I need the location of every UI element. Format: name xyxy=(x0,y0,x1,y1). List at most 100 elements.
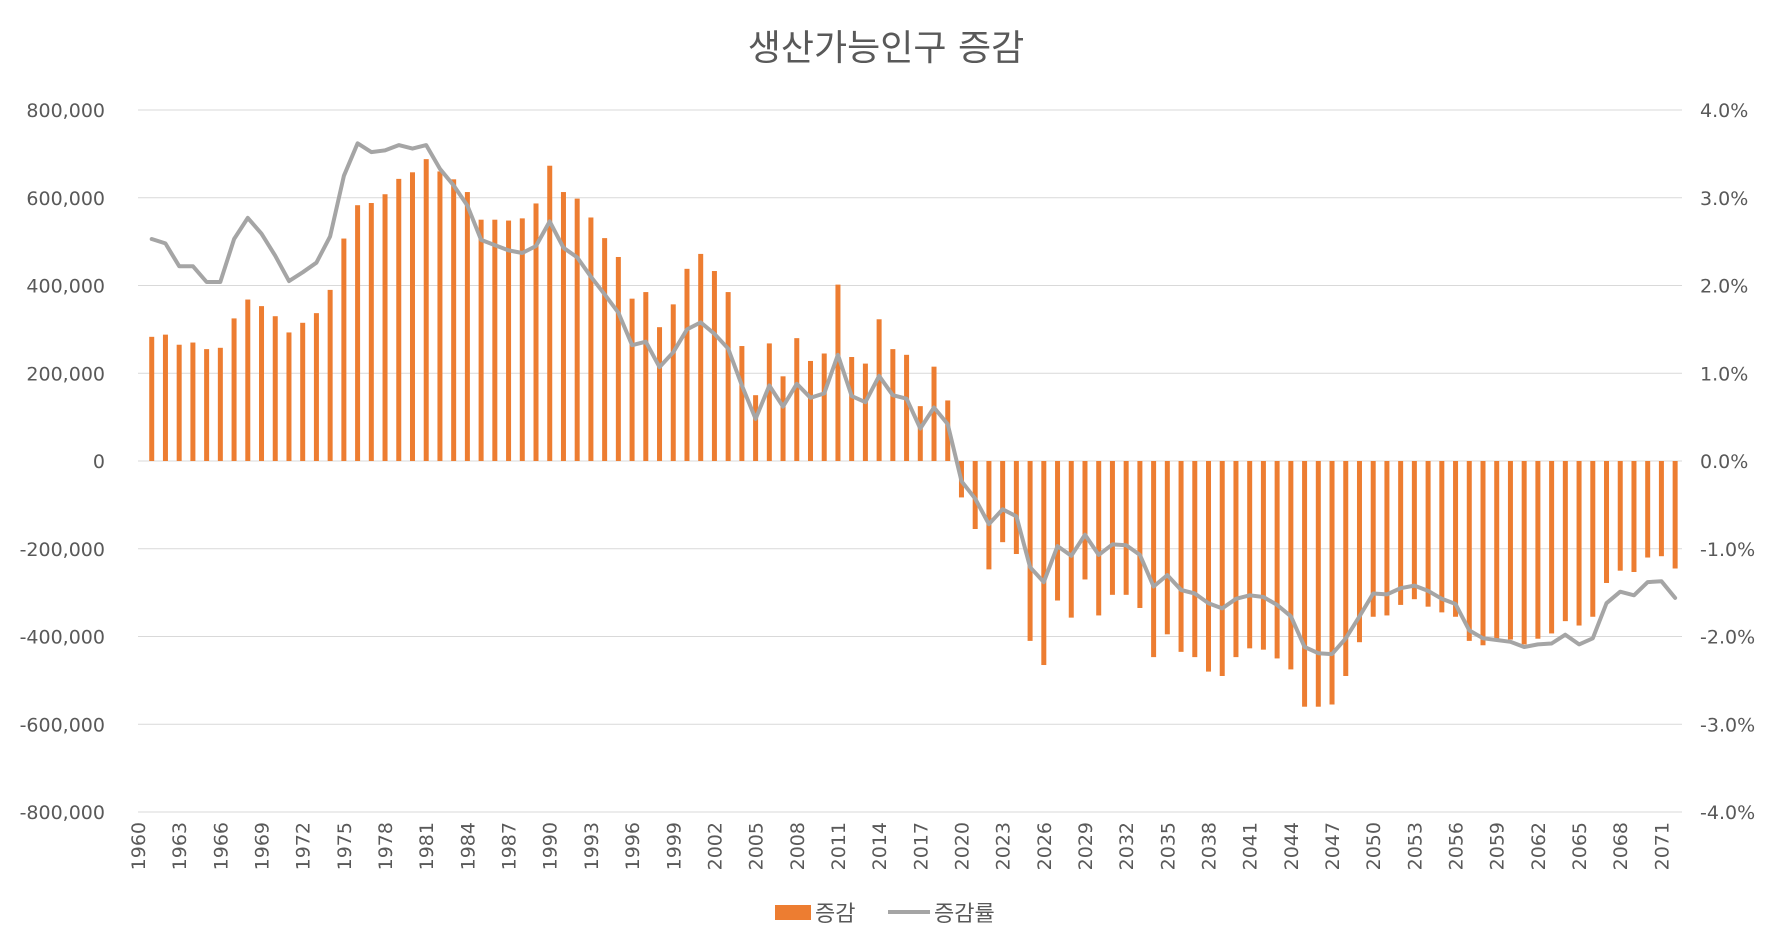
bar xyxy=(437,171,443,462)
x-tick-label: 2029 xyxy=(1075,822,1097,870)
bar xyxy=(986,461,992,570)
bar xyxy=(519,218,525,461)
bar xyxy=(1192,461,1198,658)
legend-label-line: 증감률 xyxy=(934,902,995,927)
y-left-tick-label: 800,000 xyxy=(26,100,105,122)
bar xyxy=(1302,461,1308,707)
bar xyxy=(1219,461,1225,676)
bar xyxy=(1356,461,1362,643)
bar xyxy=(341,238,347,461)
bar xyxy=(1000,461,1006,543)
bar xyxy=(1576,461,1582,626)
bar xyxy=(1631,461,1637,573)
bar xyxy=(862,363,868,461)
bar xyxy=(1480,461,1486,646)
x-axis: 1960 1963 1966 1969 1972 1975 1978 1981 1984 1987… xyxy=(128,822,1673,870)
bar xyxy=(931,366,937,461)
bar xyxy=(849,357,855,461)
y-right-tick-label: 1.0% xyxy=(1700,363,1748,385)
y-left-tick-label: -400,000 xyxy=(20,627,105,649)
bar xyxy=(711,271,717,461)
legend-label-bar: 증감 xyxy=(815,902,855,927)
x-tick-label: 2011 xyxy=(828,822,850,870)
bar xyxy=(1096,461,1102,616)
bar xyxy=(368,203,374,461)
x-tick-label: 2017 xyxy=(910,822,932,870)
bar xyxy=(657,327,663,461)
bar xyxy=(1658,461,1664,557)
bar xyxy=(1466,461,1472,641)
bar xyxy=(615,256,621,461)
y-left-tick-label: 200,000 xyxy=(26,363,105,385)
bar xyxy=(684,268,690,461)
bar xyxy=(355,205,361,461)
bar xyxy=(1109,461,1115,595)
bar xyxy=(1315,461,1321,707)
right-axis: 4.0% 3.0% 2.0% 1.0% 0.0% -1.0% -2.0% -3.0% -4.0% xyxy=(1700,100,1755,824)
bar xyxy=(1411,461,1417,600)
bar xyxy=(259,306,265,461)
x-tick-label: 2008 xyxy=(787,822,809,870)
x-tick-label: 1993 xyxy=(581,822,603,870)
bar xyxy=(1233,461,1239,658)
x-tick-label: 2023 xyxy=(993,822,1015,870)
grid xyxy=(138,109,1682,813)
x-tick-label: 1981 xyxy=(416,822,438,870)
x-tick-label: 2014 xyxy=(869,822,891,870)
bar xyxy=(382,194,388,462)
bar xyxy=(739,346,745,461)
bar xyxy=(807,360,813,461)
bar xyxy=(245,299,251,461)
x-tick-label: 2068 xyxy=(1610,822,1632,870)
bar xyxy=(162,334,168,461)
x-tick-label: 1963 xyxy=(169,822,191,870)
bar xyxy=(766,343,772,461)
x-tick-label: 1987 xyxy=(499,822,521,870)
bar xyxy=(1425,461,1431,607)
x-tick-label: 2032 xyxy=(1116,822,1138,870)
y-right-tick-label: -3.0% xyxy=(1700,714,1755,736)
x-tick-label: 2038 xyxy=(1199,822,1221,870)
x-tick-label: 1969 xyxy=(252,822,274,870)
bar xyxy=(1082,461,1088,580)
bar xyxy=(149,336,155,461)
x-tick-label: 1972 xyxy=(293,822,315,870)
x-tick-label: 2005 xyxy=(746,822,768,870)
legend: 증감 증감률 xyxy=(775,902,995,927)
bar xyxy=(876,319,882,461)
bar xyxy=(1178,461,1184,652)
bar xyxy=(286,332,292,461)
y-left-tick-label: 400,000 xyxy=(26,276,105,298)
bar xyxy=(629,298,635,461)
bar xyxy=(1604,461,1610,583)
bar xyxy=(835,284,841,461)
y-left-tick-label: -800,000 xyxy=(20,802,105,824)
x-tick-label: 1975 xyxy=(334,822,356,870)
bar xyxy=(1343,461,1349,676)
bar xyxy=(1384,461,1390,616)
bar xyxy=(1617,461,1623,571)
bar xyxy=(1137,461,1143,608)
bar xyxy=(1535,461,1541,639)
y-right-tick-label: 0.0% xyxy=(1700,451,1748,473)
x-tick-label: 2053 xyxy=(1404,822,1426,870)
bar xyxy=(698,253,704,461)
bar xyxy=(972,461,978,530)
x-tick-label: 2071 xyxy=(1651,822,1673,870)
bar xyxy=(506,220,512,461)
y-right-tick-label: -2.0% xyxy=(1700,627,1755,649)
bar xyxy=(533,203,539,462)
x-tick-label: 2059 xyxy=(1487,822,1509,870)
x-tick-label: 2035 xyxy=(1157,822,1179,870)
bar xyxy=(451,179,457,461)
bar xyxy=(588,217,594,461)
bar xyxy=(1439,461,1445,613)
bar xyxy=(1247,461,1253,649)
x-tick-label: 2056 xyxy=(1446,822,1468,870)
bar xyxy=(1027,461,1033,641)
bar xyxy=(313,313,319,461)
y-left-tick-label: 0 xyxy=(93,451,105,473)
bar xyxy=(423,159,429,461)
bar xyxy=(890,349,896,461)
bar xyxy=(1151,461,1157,658)
